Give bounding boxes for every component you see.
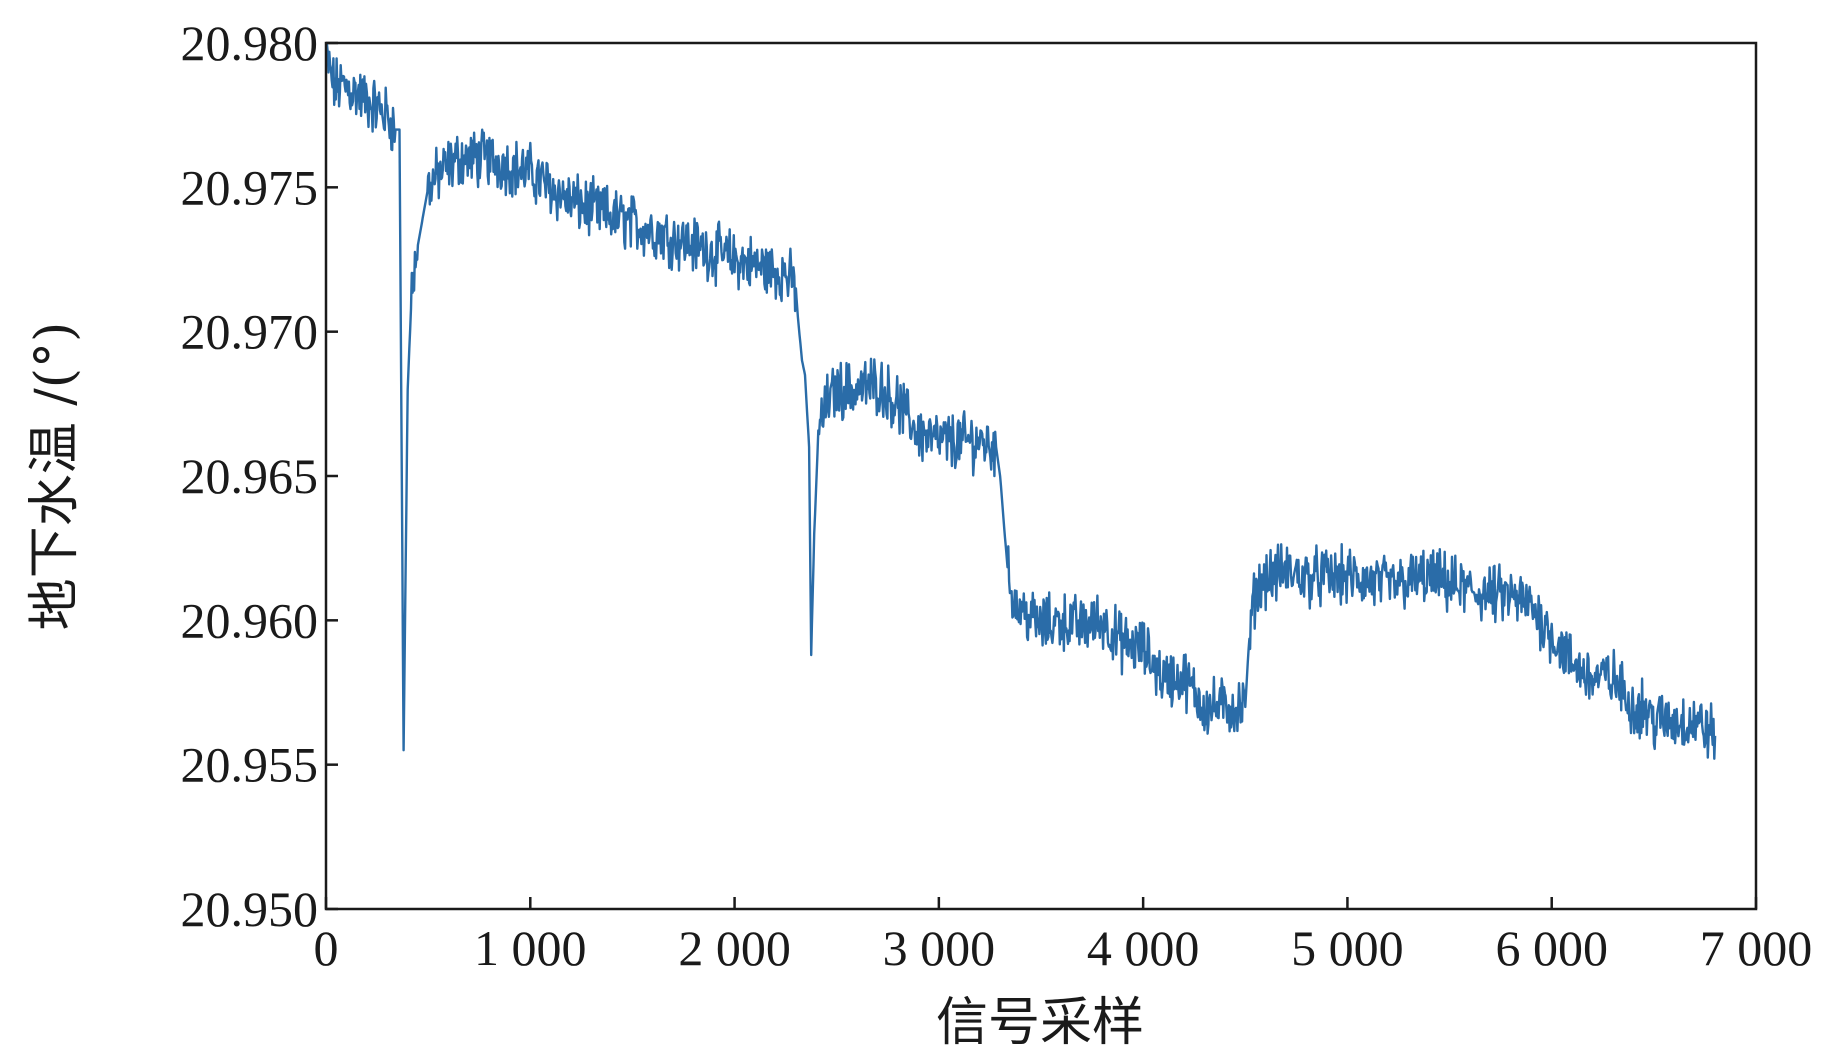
- y-tick-label: 20.960: [181, 592, 319, 648]
- x-tick-label: 3 000: [883, 920, 996, 976]
- x-tick-label: 5 000: [1291, 920, 1404, 976]
- y-tick-label: 20.950: [181, 881, 319, 937]
- tick-labels-layer: 0 1 000 2 000 3 000 4 000 5 000 6 000 7 000 20.9…: [181, 15, 1813, 976]
- x-tick-label: 4 000: [1087, 920, 1200, 976]
- x-tick-label: 6 000: [1495, 920, 1608, 976]
- y-axis-title: 地下水温 /(°): [25, 322, 85, 631]
- series-line: [326, 43, 1717, 760]
- y-tick-label: 20.955: [181, 737, 319, 793]
- x-tick-label: 1 000: [474, 920, 587, 976]
- y-tick-label: 20.975: [181, 159, 319, 215]
- x-tick-label: 2 000: [678, 920, 791, 976]
- x-axis-title: 信号采样: [936, 993, 1144, 1053]
- y-tick-label: 20.970: [181, 304, 319, 360]
- plot-frame: [324, 41, 1758, 911]
- y-tick-label: 20.980: [181, 15, 319, 71]
- y-tick-label: 20.965: [181, 448, 319, 504]
- x-tick-label: 0: [314, 920, 339, 976]
- x-tick-label: 7 000: [1700, 920, 1813, 976]
